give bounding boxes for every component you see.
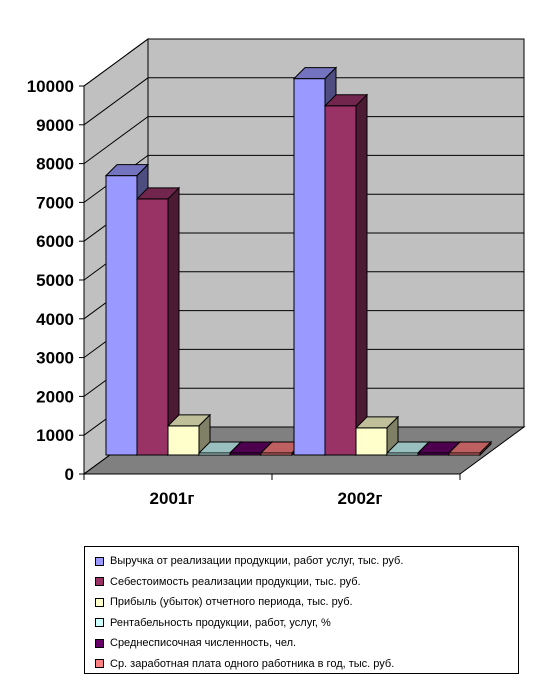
legend-label: Себестоимость реализации продукции, тыс.… [110, 575, 361, 588]
y-tick-label: 8000 [36, 155, 74, 174]
y-tick-label: 3000 [36, 349, 74, 368]
legend-swatch [95, 597, 104, 607]
y-tick-label: 7000 [36, 193, 74, 212]
bar-side [479, 440, 492, 457]
x-axis: 2001г 2002г [83, 473, 461, 508]
gridline [83, 154, 524, 203]
legend-item: Прибыль (убыток) отчетного периода, тыс.… [95, 592, 518, 613]
y-tick-label: 10000 [27, 77, 74, 96]
legend: Выручка от реализации продукции, работ у… [84, 546, 519, 674]
bar-front [136, 198, 169, 456]
legend-label: Среднесписочная численность, чел. [110, 637, 297, 650]
bar-side [167, 186, 180, 457]
legend-item: Себестоимость реализации продукции, тыс.… [95, 572, 518, 593]
bar [354, 415, 400, 457]
legend-label: Выручка от реализации продукции, работ у… [110, 555, 404, 568]
x-tick-label: 2002г [338, 489, 383, 508]
gridline [83, 38, 524, 87]
y-tick-label: 1000 [36, 426, 74, 445]
chart: 0 1000 2000 3000 4000 5000 6000 7000 8000 9000 100… [27, 38, 526, 508]
x-tick-label: 2001г [150, 489, 195, 508]
y-tick-label: 0 [65, 465, 74, 484]
bar [135, 186, 181, 457]
y-tick-label: 4000 [36, 310, 74, 329]
y-tick-label: 9000 [36, 116, 74, 135]
y-tick-label: 2000 [36, 387, 74, 406]
bar-front [167, 425, 200, 456]
bar-front [355, 427, 388, 456]
bar [447, 440, 493, 457]
gridline [83, 116, 524, 165]
legend-swatch [95, 659, 104, 669]
legend-label: Рентабельность продукции, работ, услуг, … [110, 616, 331, 629]
legend-swatch [95, 556, 104, 566]
legend-item: Среднесписочная численность, чел. [95, 633, 518, 654]
legend-label: Ср. заработная плата одного работника в … [110, 657, 395, 670]
legend-item: Рентабельность продукции, работ, услуг, … [95, 613, 518, 634]
legend-swatch [95, 577, 104, 587]
y-axis-tick-labels: 0 1000 2000 3000 4000 5000 6000 7000 8000 9000 100… [27, 77, 74, 484]
legend-swatch [95, 618, 104, 628]
y-tick-label: 6000 [36, 232, 74, 251]
bar-front [293, 78, 326, 456]
bars [104, 66, 493, 457]
bar [323, 93, 369, 457]
bar-front [324, 105, 357, 456]
legend-label: Прибыль (убыток) отчетного периода, тыс.… [110, 596, 353, 609]
bar-side [355, 93, 368, 457]
legend-swatch [95, 638, 104, 648]
bar-front [105, 175, 138, 456]
legend-item: Ср. заработная плата одного работника в … [95, 654, 518, 675]
y-tick-label: 5000 [36, 271, 74, 290]
legend-item: Выручка от реализации продукции, работ у… [95, 551, 518, 572]
gridline [83, 77, 524, 126]
